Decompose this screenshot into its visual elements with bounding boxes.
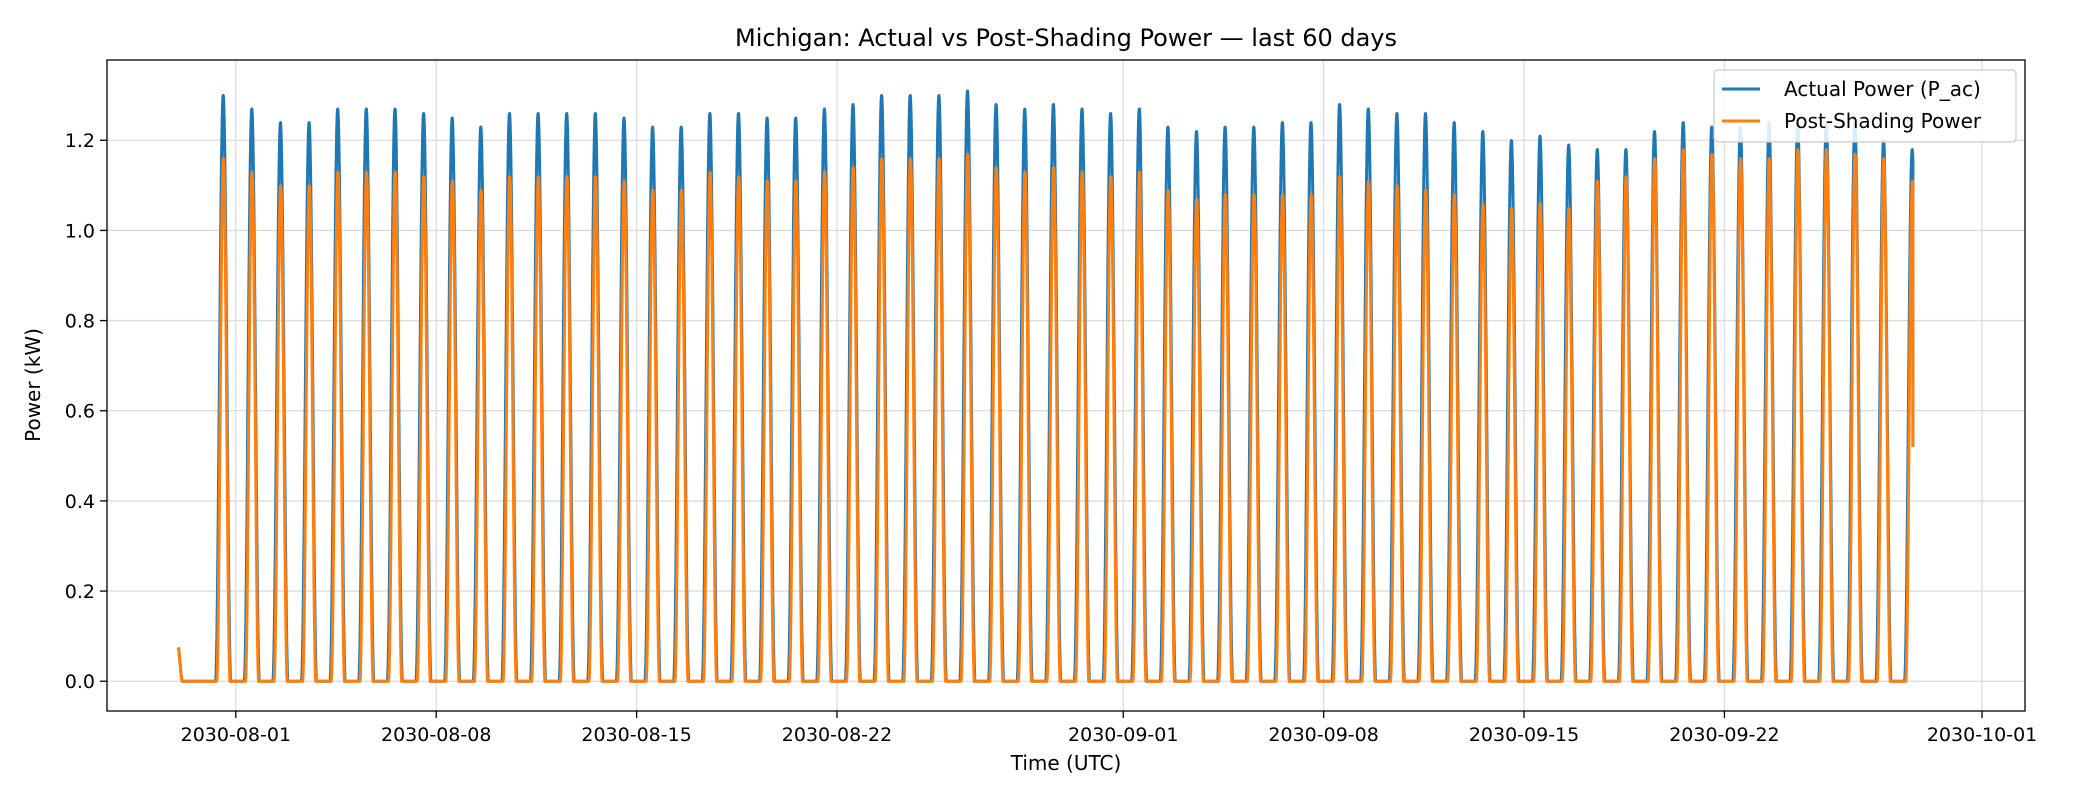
- x-tick-label: 2030-08-15: [581, 724, 691, 746]
- chart-title: Michigan: Actual vs Post-Shading Power —…: [735, 24, 1397, 52]
- x-tick-label: 2030-08-08: [381, 724, 491, 746]
- legend: Actual Power (P_ac) Post-Shading Power: [1713, 69, 2017, 143]
- x-tick-label: 2030-08-22: [782, 724, 892, 746]
- series-layer: [177, 89, 1915, 683]
- y-tick-label: 0.6: [65, 401, 95, 423]
- x-tick-label: 2030-08-01: [181, 724, 291, 746]
- legend-label-post-shading: Post-Shading Power: [1784, 109, 1982, 133]
- series-line-post-shading-power: [177, 148, 1915, 683]
- plot-frame: [106, 59, 2026, 712]
- y-tick-label: 0.8: [65, 311, 95, 333]
- legend-box: [1713, 69, 2017, 143]
- legend-label-actual: Actual Power (P_ac): [1784, 77, 1981, 101]
- y-tick-label: 0.4: [65, 491, 95, 513]
- x-tick-label: 2030-10-01: [1927, 724, 2037, 746]
- x-axis-label: Time (UTC): [1010, 751, 1122, 775]
- y-axis-label: Power (kW): [21, 328, 45, 442]
- x-tick-label: 2030-09-01: [1068, 724, 1178, 746]
- x-tick-label: 2030-09-15: [1469, 724, 1579, 746]
- x-tick-label: 2030-09-22: [1669, 724, 1779, 746]
- y-tick-label: 1.2: [65, 130, 95, 152]
- x-tick-label: 2030-09-08: [1268, 724, 1378, 746]
- y-tick-label: 0.2: [65, 581, 95, 603]
- axis-ticks: 2030-08-01 2030-08-08 2030-08-15 2030-08-22…: [65, 130, 2037, 746]
- y-tick-label: 0.0: [65, 671, 95, 693]
- y-tick-label: 1.0: [65, 220, 95, 242]
